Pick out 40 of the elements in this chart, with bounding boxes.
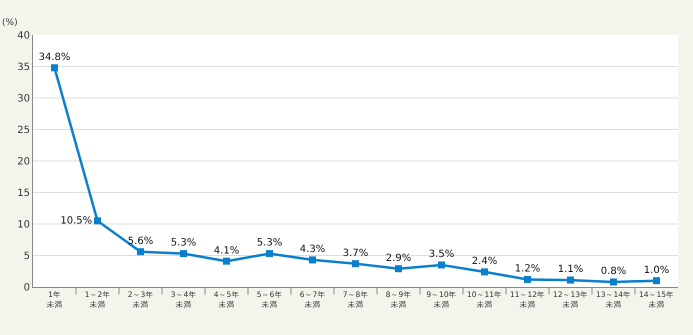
data-label: 2.9% — [386, 252, 412, 264]
point — [653, 277, 660, 284]
data-label: 3.5% — [428, 249, 454, 260]
data-label: 4.3% — [300, 244, 326, 256]
data-label: 5.3% — [256, 238, 282, 249]
data-label: 1.2% — [514, 264, 540, 275]
y-tick-label: 40 — [17, 30, 30, 42]
y-tick-label: 0 — [24, 282, 30, 294]
data-label: 10.5% — [60, 215, 92, 226]
y-tick-label: 35 — [17, 62, 30, 73]
data-label: 3.7% — [342, 248, 368, 259]
point — [223, 258, 230, 265]
point — [610, 278, 617, 286]
point — [567, 276, 574, 284]
point — [51, 64, 58, 72]
data-label: 5.6% — [128, 236, 154, 247]
y-tick-label: 15 — [17, 188, 30, 199]
point — [94, 217, 101, 224]
y-tick-label: 20 — [17, 156, 30, 168]
y-tick-label: 25 — [17, 125, 30, 136]
data-label: 4.1% — [214, 245, 240, 256]
point — [395, 265, 402, 272]
y-axis-title: (%) — [2, 18, 18, 28]
data-label: 2.4% — [472, 256, 498, 268]
point — [481, 268, 488, 276]
data-label: 34.8% — [38, 52, 70, 63]
data-label: 5.3% — [170, 238, 196, 249]
y-tick-label: 30 — [17, 94, 30, 104]
point — [352, 260, 359, 268]
data-label: 1.0% — [644, 264, 670, 276]
point — [180, 250, 187, 258]
y-tick-label: 5 — [24, 251, 30, 262]
point — [438, 261, 445, 268]
point — [137, 248, 144, 256]
point — [524, 276, 531, 283]
data-label: 1.1% — [558, 264, 584, 276]
point — [266, 250, 273, 258]
point — [309, 256, 316, 264]
y-tick-label: 10 — [17, 220, 30, 230]
data-label: 0.8% — [600, 266, 626, 278]
